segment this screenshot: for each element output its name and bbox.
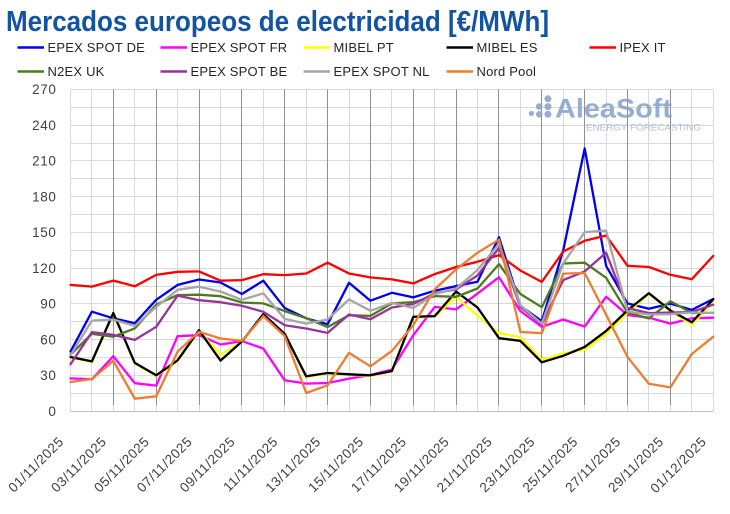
svg-text:EPEX SPOT FR: EPEX SPOT FR [191,40,288,55]
svg-text:Mercados europeos de electrici: Mercados europeos de electricidad [€/MWh… [6,6,549,38]
svg-text:EPEX SPOT BE: EPEX SPOT BE [191,64,288,79]
svg-text:240: 240 [32,118,56,133]
svg-text:MIBEL PT: MIBEL PT [334,40,394,55]
svg-text:ENERGY FORECASTING: ENERGY FORECASTING [586,123,701,134]
svg-text:N2EX UK: N2EX UK [48,64,105,79]
svg-text:90: 90 [40,297,56,312]
svg-text:270: 270 [32,82,56,97]
svg-text:120: 120 [32,261,56,276]
svg-text:150: 150 [32,225,56,240]
svg-text:EPEX SPOT NL: EPEX SPOT NL [334,64,430,79]
svg-text:60: 60 [40,332,56,347]
svg-text:0: 0 [48,404,56,419]
svg-text:MIBEL ES: MIBEL ES [477,40,538,55]
svg-text:180: 180 [32,189,56,204]
svg-text:EPEX SPOT DE: EPEX SPOT DE [48,40,146,55]
svg-text:IPEX IT: IPEX IT [620,40,666,55]
svg-text:30: 30 [40,368,56,383]
svg-text:Nord Pool: Nord Pool [477,64,537,79]
svg-text:AleaSoft: AleaSoft [555,94,672,124]
svg-text:210: 210 [32,154,56,169]
